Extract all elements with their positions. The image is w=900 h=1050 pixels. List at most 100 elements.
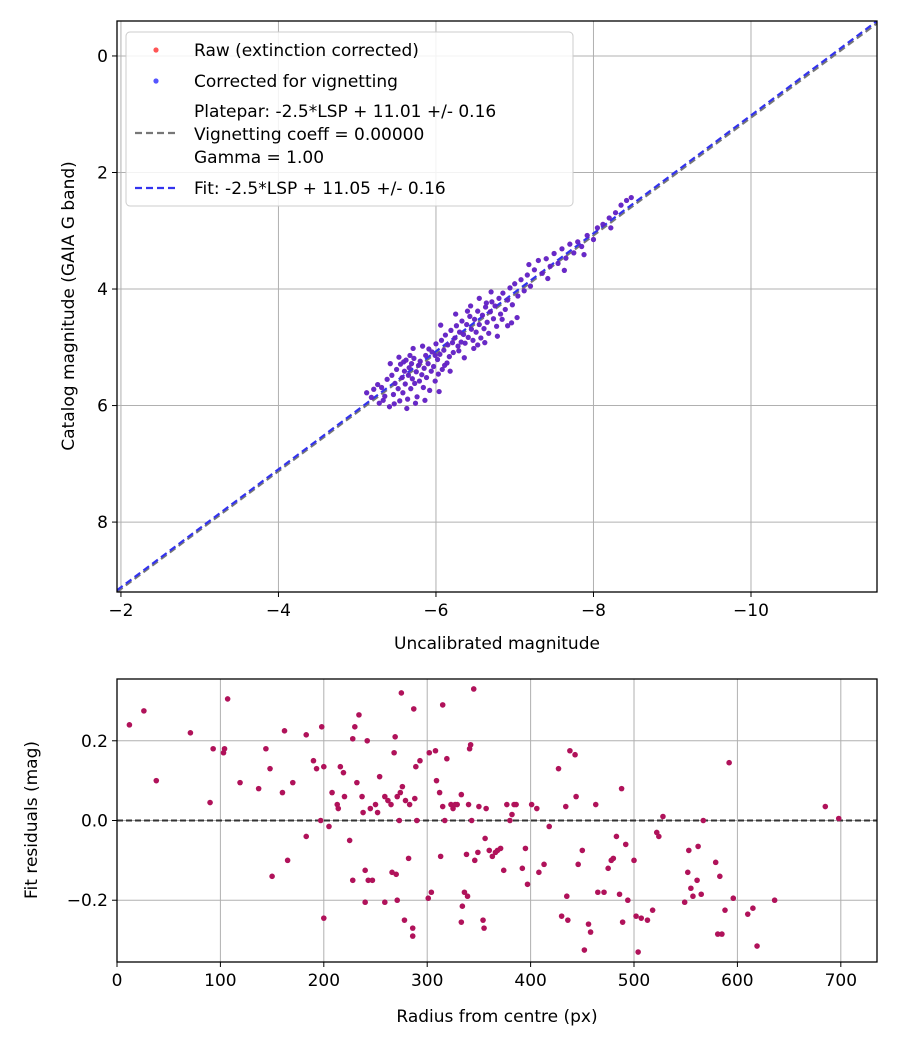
residual-point [463, 851, 470, 858]
corrected-point [420, 384, 426, 391]
residual-point [303, 833, 310, 840]
corrected-point [473, 329, 479, 335]
corrected-point [419, 372, 425, 378]
residual-point [374, 809, 381, 816]
residual-point [399, 783, 406, 790]
corrected-point [400, 390, 406, 396]
residual-point [417, 757, 423, 764]
corrected-point [462, 340, 468, 346]
residual-point [362, 867, 368, 874]
residual-point [349, 877, 356, 884]
residual-point [436, 789, 443, 796]
corrected-point [401, 368, 408, 374]
corrected-point [397, 398, 403, 404]
corrected-point [450, 349, 456, 356]
corrected-point [427, 387, 433, 394]
residual-point [534, 805, 540, 812]
residual-point [341, 793, 348, 800]
corrected-point [364, 390, 370, 396]
residual-point [695, 843, 701, 850]
corrected-point [410, 345, 416, 352]
residual-point [337, 763, 344, 770]
corrected-point [405, 396, 411, 402]
residual-point [413, 763, 419, 770]
corrected-point [483, 300, 489, 306]
corrected-point [475, 308, 481, 314]
corrected-point [407, 352, 413, 359]
residual-point [476, 803, 482, 810]
corrected-point [479, 312, 486, 318]
residual-point [660, 813, 666, 820]
corrected-point [442, 332, 449, 338]
corrected-point [379, 384, 385, 391]
residual-point [461, 889, 468, 896]
residual-point [522, 845, 529, 852]
residual-point [519, 865, 526, 872]
legend-label-platepar: Platepar: -2.5*LSP + 11.01 +/- 0.16 [194, 102, 496, 122]
residual-point [437, 853, 444, 860]
corrected-point [438, 322, 444, 328]
corrected-point [618, 202, 624, 208]
corrected-point [447, 368, 453, 374]
corrected-point [497, 311, 504, 317]
corrected-point [453, 311, 459, 317]
residual-point [616, 891, 623, 898]
residual-point [638, 915, 645, 921]
residual-point [587, 929, 594, 935]
corrected-point [575, 239, 581, 245]
legend-marker-raw [153, 47, 159, 53]
corrected-point [432, 378, 438, 384]
residual-point [467, 741, 474, 748]
corrected-point [471, 316, 478, 322]
residual-point [388, 801, 394, 808]
corrected-point [441, 347, 447, 353]
corrected-point [456, 329, 463, 335]
corrected-point [426, 346, 432, 352]
corrected-point [470, 337, 476, 343]
residual-point [393, 871, 399, 878]
corrected-point [453, 323, 460, 329]
corrected-point [376, 400, 382, 406]
residual-point [528, 801, 535, 808]
x-tick-label: 500 [618, 971, 650, 991]
corrected-point [551, 250, 557, 257]
corrected-point [458, 339, 464, 345]
corrected-point [571, 250, 577, 256]
top-x-axis-label: Uncalibrated magnitude [394, 634, 600, 654]
bottom-x-ticks: 0 100 200 300 400 500 600 700 [112, 962, 857, 991]
residual-point [684, 869, 691, 876]
bottom-x-axis-label: Radius from centre (px) [396, 1007, 597, 1027]
calibration-plot: −2 −4 −6 −8 −10 0 2 4 6 8 Uncalibrated magnitude… [59, 20, 878, 654]
corrected-point [419, 343, 426, 349]
corrected-point [547, 263, 553, 269]
residual-point [633, 913, 639, 919]
corrected-point [489, 299, 495, 305]
x-tick-label: 0 [112, 971, 123, 991]
residual-point [497, 845, 504, 852]
corrected-point [411, 355, 417, 361]
residual-point [483, 805, 489, 812]
residual-point [595, 889, 601, 896]
corrected-point [512, 281, 518, 287]
residual-point [558, 913, 565, 919]
fit-line [117, 22, 877, 592]
y-tick-label: 8 [97, 513, 108, 533]
corrected-point [452, 335, 458, 341]
residual-point [340, 769, 347, 776]
residual-point [489, 853, 496, 860]
residual-point [409, 925, 416, 931]
residual-point [563, 893, 570, 900]
residual-point [610, 855, 617, 862]
corrected-point [476, 321, 482, 328]
residual-point [385, 797, 391, 804]
residual-point [425, 895, 432, 902]
residual-point [406, 801, 413, 808]
corrected-point [500, 290, 506, 296]
corrected-point [384, 376, 390, 382]
corrected-point [481, 326, 487, 332]
residual-point [207, 799, 213, 806]
residual-point [317, 817, 324, 824]
corrected-point [508, 320, 515, 326]
residual-point [835, 815, 842, 822]
residual-point [372, 801, 379, 808]
